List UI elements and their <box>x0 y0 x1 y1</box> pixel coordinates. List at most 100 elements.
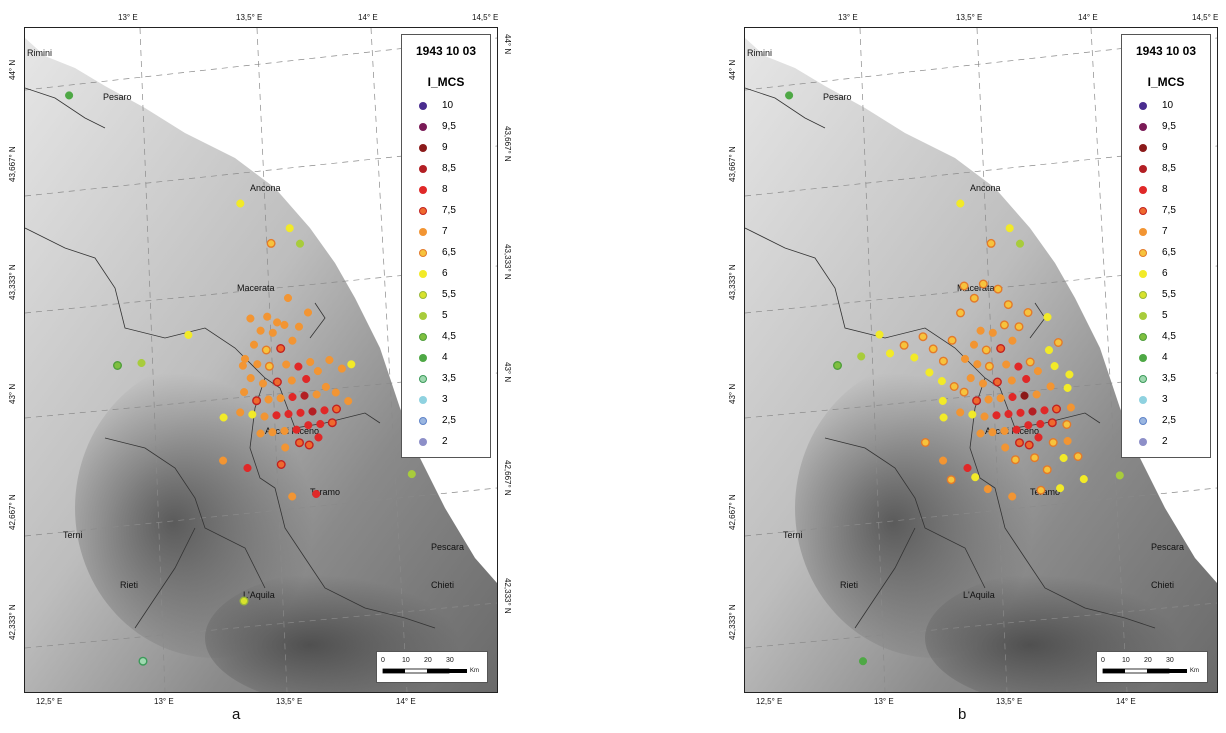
intensity-point[interactable] <box>1065 370 1074 379</box>
intensity-point[interactable] <box>938 396 947 405</box>
intensity-point[interactable] <box>992 377 1002 387</box>
intensity-point[interactable] <box>1014 362 1023 371</box>
intensity-point[interactable] <box>249 340 259 349</box>
intensity-point[interactable] <box>1002 360 1011 369</box>
intensity-point[interactable] <box>1030 453 1040 463</box>
intensity-point[interactable] <box>857 352 866 361</box>
intensity-point[interactable] <box>280 320 289 329</box>
intensity-point[interactable] <box>1004 409 1013 419</box>
intensity-point[interactable] <box>984 361 994 371</box>
intensity-point[interactable] <box>281 443 290 452</box>
intensity-point[interactable] <box>1028 407 1037 416</box>
intensity-point[interactable] <box>312 489 321 499</box>
intensity-point[interactable] <box>240 388 249 397</box>
intensity-point[interactable] <box>272 377 282 387</box>
intensity-point[interactable] <box>1059 453 1068 463</box>
intensity-point[interactable] <box>306 357 315 367</box>
intensity-point[interactable] <box>988 428 997 437</box>
intensity-point[interactable] <box>969 340 979 349</box>
intensity-point[interactable] <box>963 463 972 473</box>
intensity-point[interactable] <box>920 438 930 448</box>
intensity-point[interactable] <box>296 408 305 417</box>
intensity-point[interactable] <box>1063 436 1072 446</box>
intensity-point[interactable] <box>832 361 842 371</box>
intensity-point[interactable] <box>1115 471 1124 480</box>
intensity-point[interactable] <box>1047 418 1057 428</box>
intensity-point[interactable] <box>1012 425 1021 434</box>
intensity-point[interactable] <box>972 396 982 406</box>
intensity-point[interactable] <box>184 330 193 339</box>
intensity-point[interactable] <box>1022 374 1031 384</box>
intensity-point[interactable] <box>246 314 255 323</box>
intensity-point[interactable] <box>1016 408 1025 417</box>
intensity-point[interactable] <box>1063 383 1072 392</box>
intensity-point[interactable] <box>996 394 1005 403</box>
intensity-point[interactable] <box>344 397 353 406</box>
intensity-point[interactable] <box>925 368 934 377</box>
intensity-point[interactable] <box>986 238 996 248</box>
map-frame[interactable]: Rimini Pesaro Ancona Macerata Ascoli Pic… <box>744 27 1218 693</box>
intensity-point[interactable] <box>273 318 282 327</box>
intensity-point[interactable] <box>969 293 979 303</box>
intensity-point[interactable] <box>1052 404 1062 414</box>
intensity-point[interactable] <box>956 199 965 208</box>
intensity-point[interactable] <box>993 284 1003 294</box>
intensity-point[interactable] <box>236 408 245 417</box>
intensity-point[interactable] <box>294 322 304 331</box>
intensity-point[interactable] <box>1034 433 1043 442</box>
intensity-point[interactable] <box>858 657 868 666</box>
intensity-point[interactable] <box>973 360 982 369</box>
intensity-point[interactable] <box>137 358 146 368</box>
intensity-point[interactable] <box>785 91 794 100</box>
intensity-point[interactable] <box>294 362 303 371</box>
intensity-point[interactable] <box>347 360 356 369</box>
intensity-point[interactable] <box>1008 392 1017 402</box>
intensity-point[interactable] <box>1033 367 1042 376</box>
intensity-point[interactable] <box>292 425 301 434</box>
intensity-point[interactable] <box>939 413 948 422</box>
intensity-point[interactable] <box>272 411 281 420</box>
intensity-point[interactable] <box>284 409 293 419</box>
intensity-point[interactable] <box>300 391 309 400</box>
intensity-point[interactable] <box>978 279 988 289</box>
intensity-point[interactable] <box>875 330 884 339</box>
intensity-point[interactable] <box>288 336 297 345</box>
intensity-point[interactable] <box>283 293 293 303</box>
intensity-point[interactable] <box>266 238 276 248</box>
intensity-point[interactable] <box>264 395 273 404</box>
intensity-point[interactable] <box>1042 465 1052 475</box>
intensity-point[interactable] <box>331 388 340 397</box>
intensity-point[interactable] <box>980 412 989 421</box>
intensity-point[interactable] <box>327 418 337 428</box>
intensity-point[interactable] <box>938 356 948 366</box>
intensity-point[interactable] <box>276 460 286 470</box>
intensity-point[interactable] <box>239 596 249 606</box>
intensity-point[interactable] <box>65 91 74 100</box>
intensity-point[interactable] <box>303 308 313 317</box>
intensity-point[interactable] <box>899 340 909 350</box>
intensity-point[interactable] <box>1015 438 1025 448</box>
intensity-point[interactable] <box>918 332 928 342</box>
intensity-point[interactable] <box>314 433 323 442</box>
intensity-point[interactable] <box>968 410 977 419</box>
intensity-point[interactable] <box>959 387 969 397</box>
intensity-point[interactable] <box>947 335 957 345</box>
intensity-point[interactable] <box>337 364 346 373</box>
intensity-point[interactable] <box>261 345 271 355</box>
intensity-point[interactable] <box>960 354 970 363</box>
intensity-point[interactable] <box>1073 452 1083 462</box>
intensity-point[interactable] <box>308 407 317 416</box>
intensity-point[interactable] <box>988 328 997 337</box>
intensity-point[interactable] <box>937 377 946 386</box>
intensity-point[interactable] <box>243 463 252 473</box>
intensity-point[interactable] <box>1044 346 1054 355</box>
intensity-point[interactable] <box>313 367 322 376</box>
intensity-point[interactable] <box>264 361 274 371</box>
intensity-point[interactable] <box>276 344 286 354</box>
intensity-point[interactable] <box>1036 485 1046 495</box>
intensity-point[interactable] <box>268 428 277 437</box>
intensity-point[interactable] <box>966 374 975 383</box>
intensity-point[interactable] <box>280 426 289 436</box>
intensity-point[interactable] <box>1008 492 1017 501</box>
intensity-point[interactable] <box>999 320 1009 330</box>
